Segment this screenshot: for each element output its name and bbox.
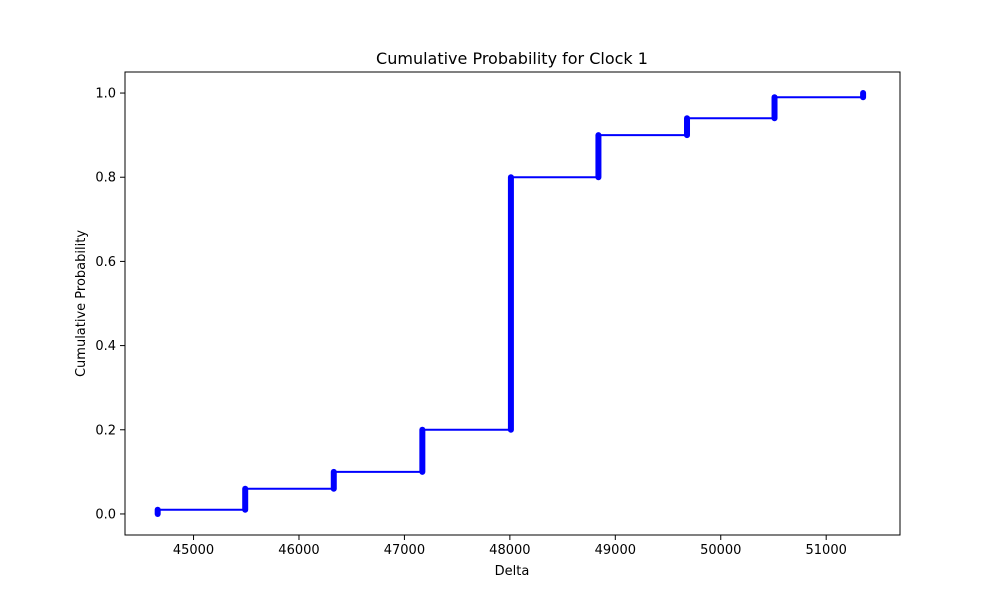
y-tick-label: 0.8 xyxy=(95,171,116,186)
x-tick-label: 49000 xyxy=(595,543,636,558)
y-tick-label: 0.2 xyxy=(95,423,116,438)
x-tick-label: 48000 xyxy=(489,543,530,558)
x-tick-label: 45000 xyxy=(173,543,214,558)
x-tick-label: 51000 xyxy=(806,543,847,558)
y-tick-label: 1.0 xyxy=(95,87,116,102)
chart-title: Cumulative Probability for Clock 1 xyxy=(376,49,648,68)
x-axis-label: Delta xyxy=(495,564,530,579)
y-tick-label: 0.0 xyxy=(95,507,116,522)
plot-area xyxy=(154,90,867,517)
plot-frame xyxy=(124,71,901,536)
x-tick-label: 50000 xyxy=(700,543,741,558)
y-tick-label: 0.4 xyxy=(95,339,116,354)
x-tick-label: 46000 xyxy=(278,543,319,558)
x-tick-label: 47000 xyxy=(384,543,425,558)
y-tick-label: 0.6 xyxy=(95,255,116,270)
y-axis-label: Cumulative Probability xyxy=(74,230,89,377)
axis-ticks: 45000 46000 47000 48000 49000 50000 51000 0.0 0.… xyxy=(95,87,847,558)
